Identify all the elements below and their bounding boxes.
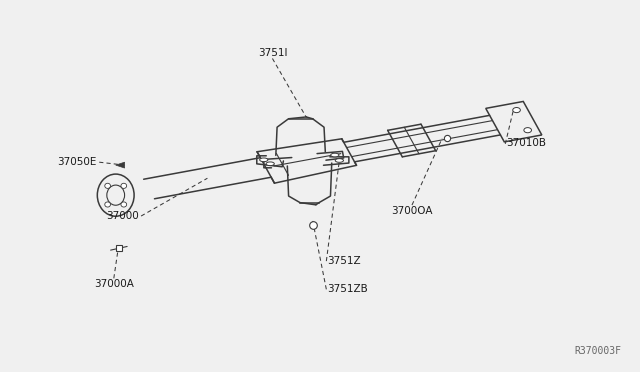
Text: 3751Z: 3751Z [328, 256, 361, 266]
Ellipse shape [331, 153, 339, 157]
Ellipse shape [335, 158, 344, 162]
Text: 37000: 37000 [106, 211, 139, 221]
Ellipse shape [513, 108, 520, 113]
Text: 3700OA: 3700OA [391, 206, 433, 216]
Ellipse shape [121, 183, 127, 188]
Text: 37000A: 37000A [94, 279, 134, 289]
Ellipse shape [105, 202, 111, 207]
Text: 3751ZB: 3751ZB [328, 284, 369, 294]
Text: 37010B: 37010B [506, 138, 546, 148]
Ellipse shape [260, 158, 268, 162]
Polygon shape [116, 162, 125, 168]
Ellipse shape [524, 128, 531, 133]
Text: 3751I: 3751I [258, 48, 287, 58]
Ellipse shape [121, 202, 127, 207]
Ellipse shape [105, 183, 111, 188]
Text: R370003F: R370003F [574, 346, 621, 356]
Text: 37050E: 37050E [58, 157, 97, 167]
Ellipse shape [266, 162, 275, 166]
